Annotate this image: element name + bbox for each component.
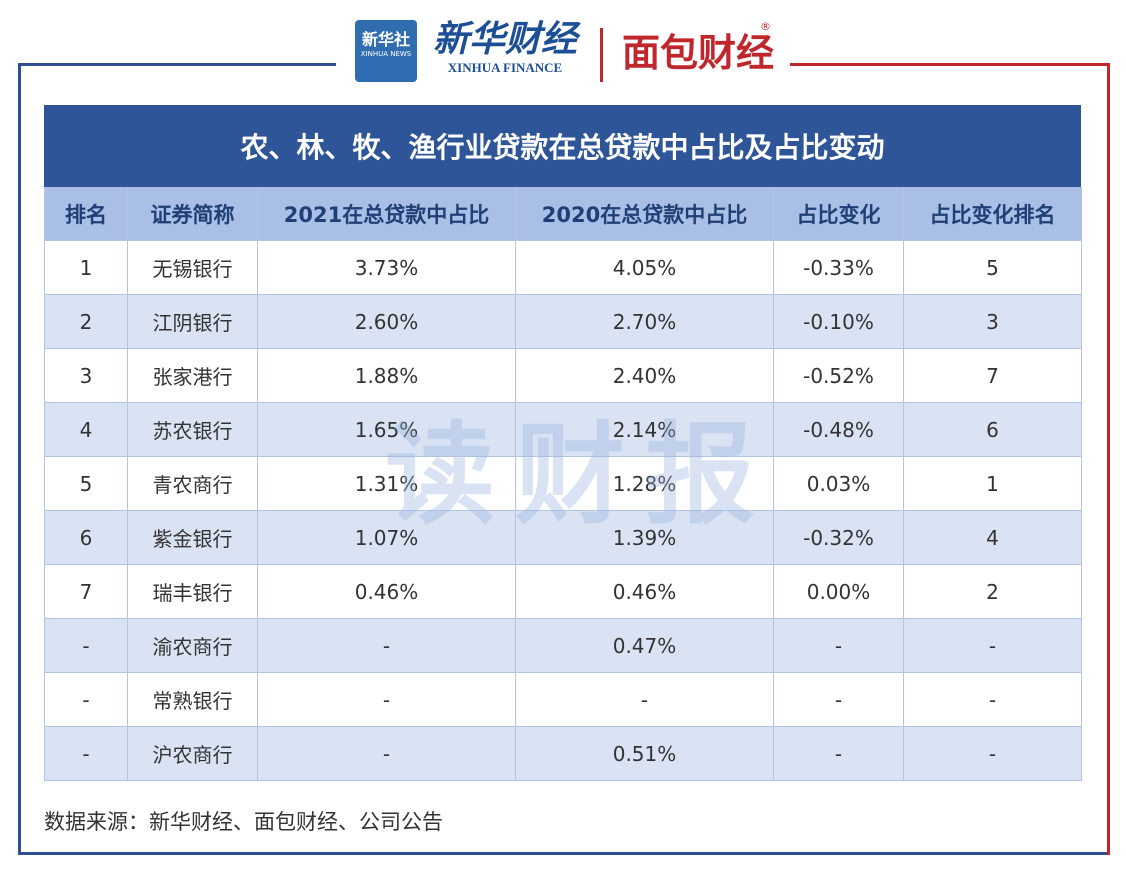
table-cell: - (258, 619, 516, 673)
table-cell: -0.32% (774, 511, 904, 565)
logo-text: 新华社 (361, 30, 410, 49)
logo-text: XINHUA FINANCE (447, 60, 563, 75)
logo-bread: 面包财经 (622, 31, 775, 75)
table-cell: - (904, 727, 1082, 781)
table-cell: 2.40% (516, 349, 774, 403)
column-header: 占比变化 (774, 187, 904, 241)
column-header: 排名 (45, 187, 128, 241)
table-cell: - (516, 673, 774, 727)
table-cell: - (774, 727, 904, 781)
table-cell: 6 (904, 403, 1082, 457)
table-cell: 江阴银行 (128, 295, 258, 349)
table-cell: 6 (45, 511, 128, 565)
table-cell: 3 (904, 295, 1082, 349)
table-cell: -0.52% (774, 349, 904, 403)
table-title: 农、林、牧、渔行业贷款在总贷款中占比及占比变动 (44, 105, 1081, 187)
divider (600, 28, 603, 82)
logo-text: 新华财经 (432, 18, 577, 60)
table-cell: 4.05% (516, 241, 774, 295)
table-cell: 1 (904, 457, 1082, 511)
table-cell: 张家港行 (128, 349, 258, 403)
table-cell: 2.14% (516, 403, 774, 457)
column-header: 2021在总贷款中占比 (258, 187, 516, 241)
table-cell: - (904, 673, 1082, 727)
table-cell: 3 (45, 349, 128, 403)
table-cell: 沪农商行 (128, 727, 258, 781)
table-cell: 1.07% (258, 511, 516, 565)
table-cell: - (258, 727, 516, 781)
logo-xinhua: 新华社 XINHUA NEWS (355, 20, 417, 82)
column-header: 证券简称 (128, 187, 258, 241)
table-cell: 苏农银行 (128, 403, 258, 457)
frame-top-right (790, 63, 1110, 66)
column-header: 占比变化排名 (904, 187, 1082, 241)
table-cell: - (45, 727, 128, 781)
table-cell: -0.48% (774, 403, 904, 457)
frame-top-left (18, 63, 336, 66)
table-cell: 渝农商行 (128, 619, 258, 673)
table-cell: 0.51% (516, 727, 774, 781)
table-cell: 0.00% (774, 565, 904, 619)
table-cell: 1.28% (516, 457, 774, 511)
logo-text: XINHUA NEWS (360, 50, 412, 58)
table-cell: 2 (45, 295, 128, 349)
table-cell: 0.03% (774, 457, 904, 511)
table-cell: 青农商行 (128, 457, 258, 511)
source-note: 数据来源：新华财经、面包财经、公司公告 (44, 810, 443, 834)
table-cell: 7 (45, 565, 128, 619)
table-cell: 0.46% (516, 565, 774, 619)
table-cell: 3.73% (258, 241, 516, 295)
table-cell: 4 (45, 403, 128, 457)
table-cell: - (904, 619, 1082, 673)
table: 排名 证券简称 2021在总贷款中占比 2020在总贷款中占比 占比变化 占比变化排名 1 无… (44, 187, 1082, 781)
table-cell: 紫金银行 (128, 511, 258, 565)
table-cell: - (774, 673, 904, 727)
table-cell: - (45, 619, 128, 673)
table-cell: 1 (45, 241, 128, 295)
table-cell: 1.65% (258, 403, 516, 457)
frame-left (18, 63, 21, 855)
logo-finance: 新华财经 XINHUA FINANCE (430, 18, 580, 76)
table-cell: 无锡银行 (128, 241, 258, 295)
table-cell: 瑞丰银行 (128, 565, 258, 619)
table-cell: 2.60% (258, 295, 516, 349)
table-cell: 2 (904, 565, 1082, 619)
table-cell: 1.88% (258, 349, 516, 403)
table-cell: 4 (904, 511, 1082, 565)
table-cell: 2.70% (516, 295, 774, 349)
table-cell: -0.33% (774, 241, 904, 295)
table-cell: - (45, 673, 128, 727)
registered-mark: ® (760, 20, 771, 33)
column-header: 2020在总贷款中占比 (516, 187, 774, 241)
table-cell: 0.47% (516, 619, 774, 673)
frame-right (1107, 63, 1110, 855)
table-cell: 5 (904, 241, 1082, 295)
frame-bottom (18, 852, 1110, 855)
table-cell: 0.46% (258, 565, 516, 619)
table-cell: 5 (45, 457, 128, 511)
table-cell: 1.39% (516, 511, 774, 565)
table-cell: - (774, 619, 904, 673)
table-cell: 常熟银行 (128, 673, 258, 727)
table-cell: -0.10% (774, 295, 904, 349)
table-cell: - (258, 673, 516, 727)
table-cell: 7 (904, 349, 1082, 403)
table-cell: 1.31% (258, 457, 516, 511)
